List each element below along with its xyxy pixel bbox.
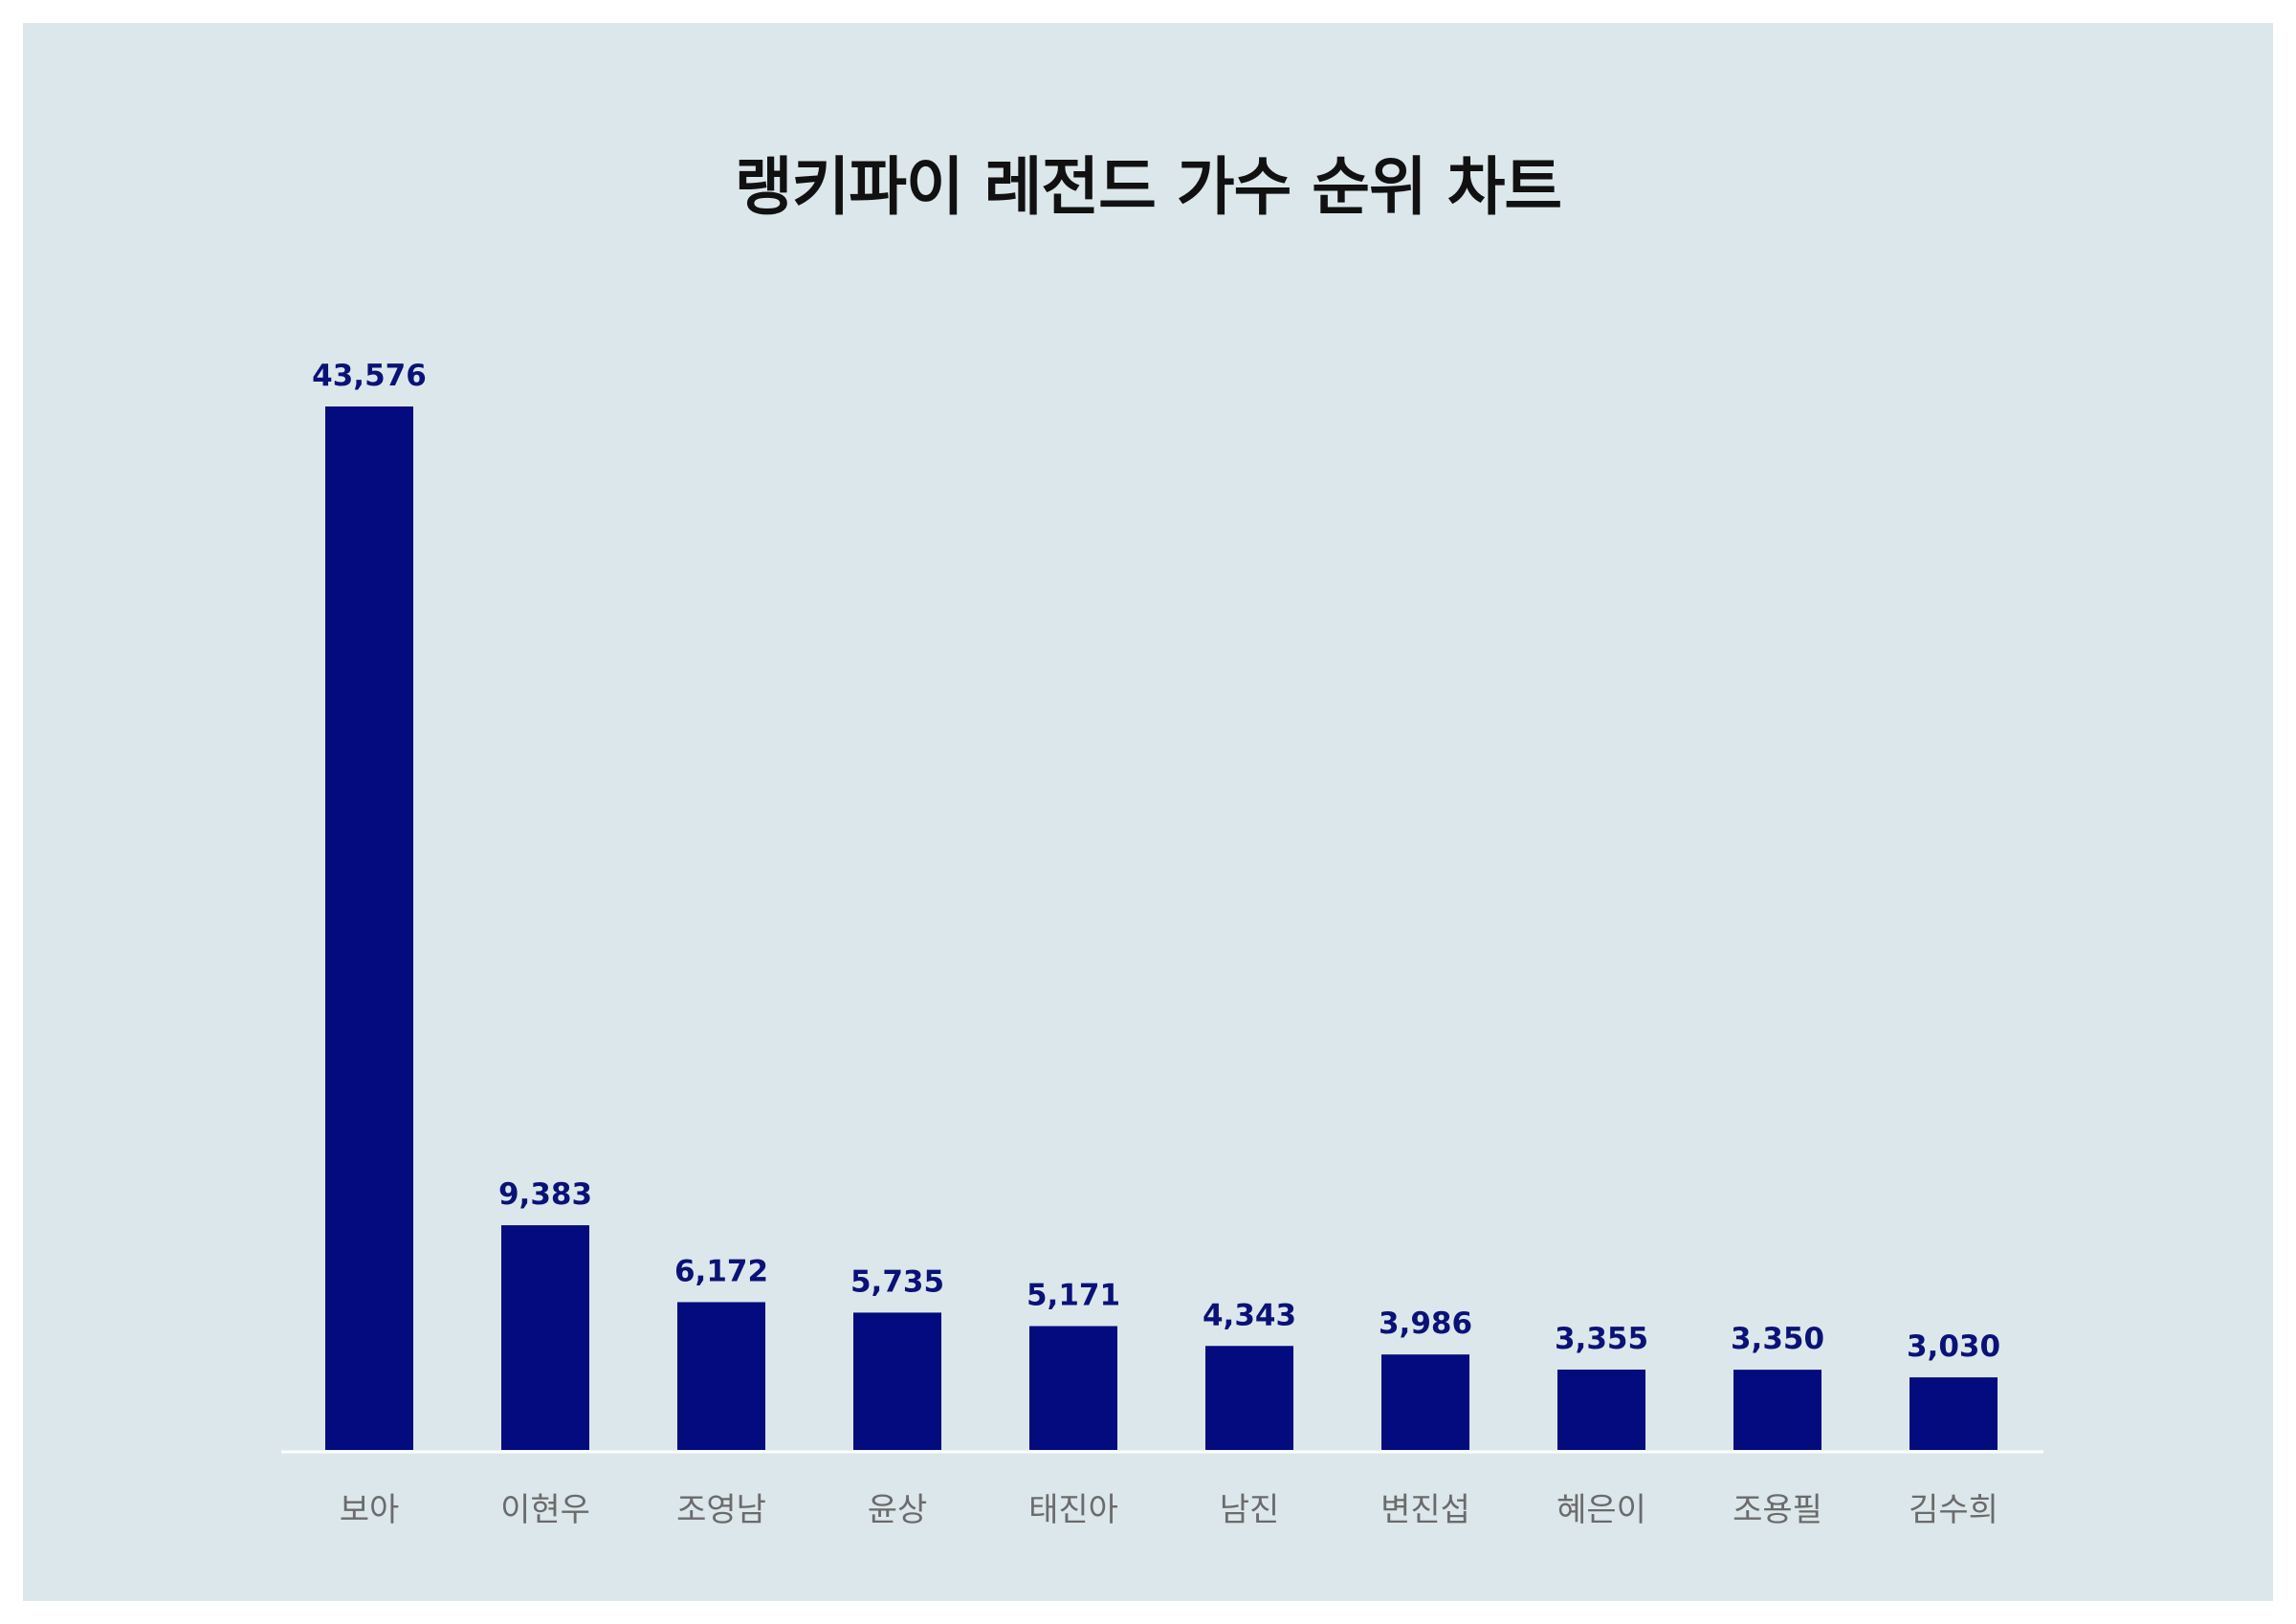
category-label-10: 김수희: [1909, 1491, 1998, 1529]
value-label-2: 9,383: [498, 1177, 592, 1212]
bar-2: [501, 1225, 589, 1450]
value-labels-group: 43,576 9,383 6,172 5,735 5,171 4,343 3,986 3,35…: [312, 359, 2000, 1364]
bar-10: [1910, 1377, 1998, 1450]
category-label-3: 조영남: [676, 1491, 766, 1529]
category-label-9: 조용필: [1733, 1491, 1822, 1529]
value-label-3: 6,172: [674, 1254, 768, 1288]
value-label-7: 3,986: [1379, 1306, 1472, 1341]
bar-9: [1733, 1370, 1821, 1450]
value-label-10: 3,030: [1907, 1329, 2000, 1364]
category-labels-group: 보아 이현우 조영남 윤상 태진아 남진 변진섭 혜은이 조용필 김수희: [340, 1491, 1998, 1529]
value-label-1: 43,576: [312, 359, 427, 393]
bars-group: [325, 406, 1998, 1450]
category-label-2: 이현우: [500, 1491, 590, 1529]
category-label-6: 남진: [1220, 1491, 1280, 1529]
category-label-7: 변진섭: [1380, 1491, 1470, 1529]
category-label-5: 태진아: [1028, 1491, 1118, 1529]
bar-5: [1029, 1326, 1117, 1450]
value-label-5: 5,171: [1027, 1279, 1120, 1313]
bar-7: [1381, 1354, 1469, 1450]
value-label-8: 3,355: [1555, 1322, 1648, 1356]
category-label-4: 윤상: [868, 1491, 928, 1529]
value-label-6: 4,343: [1203, 1298, 1296, 1332]
bar-8: [1557, 1370, 1645, 1450]
bar-3: [677, 1302, 765, 1450]
value-label-9: 3,350: [1731, 1322, 1824, 1356]
category-label-8: 혜은이: [1556, 1491, 1646, 1529]
bar-1: [325, 406, 413, 1450]
value-label-4: 5,735: [850, 1264, 944, 1299]
bar-4: [853, 1312, 941, 1450]
bar-6: [1205, 1346, 1293, 1450]
chart-title: 랭키파이 레전드 가수 순위 차트: [734, 150, 1562, 224]
category-label-1: 보아: [340, 1491, 400, 1529]
